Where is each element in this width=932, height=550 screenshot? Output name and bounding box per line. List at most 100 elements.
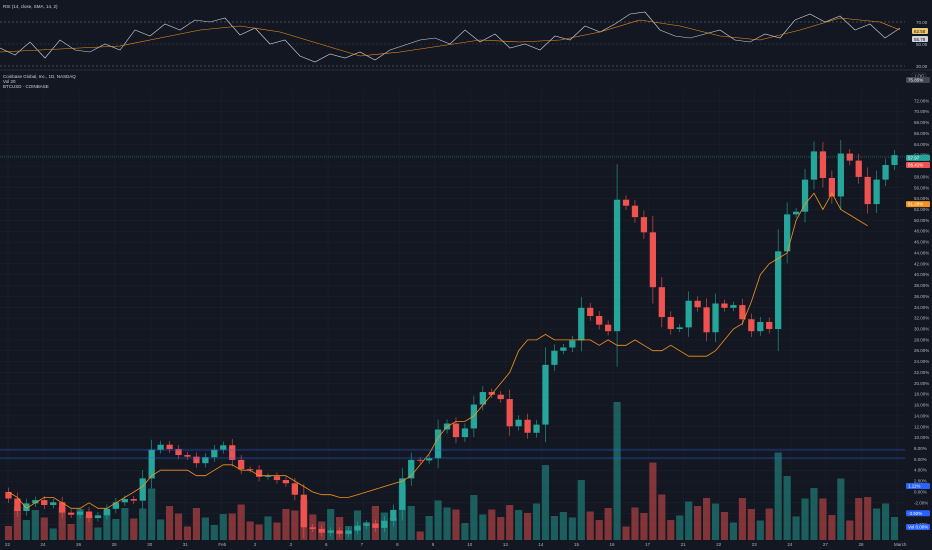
volume-bar bbox=[443, 507, 451, 540]
rsi-value-tag-1 bbox=[912, 28, 928, 34]
x-tick-label: 3 bbox=[289, 542, 292, 547]
candle-body bbox=[32, 500, 39, 504]
candle-body bbox=[712, 303, 719, 333]
candle-body bbox=[470, 404, 478, 429]
volume-bar bbox=[273, 522, 281, 540]
volume-bar bbox=[783, 476, 791, 540]
volume-bar bbox=[201, 517, 209, 540]
candle-body bbox=[667, 317, 674, 330]
volume-bar bbox=[515, 510, 523, 540]
volume-bar bbox=[810, 488, 818, 540]
y-tick-label: 22.00% bbox=[914, 370, 929, 375]
volume-bar bbox=[640, 513, 648, 540]
y-tick-label: 24.00% bbox=[914, 359, 929, 364]
y-tick-label: 34.00% bbox=[914, 305, 929, 310]
candle-body bbox=[801, 179, 809, 212]
x-tick-label: 27 bbox=[823, 542, 829, 547]
candle-body bbox=[506, 399, 513, 427]
volume-bar bbox=[658, 494, 666, 540]
main-legend-1: Coinbase Global, Inc., 1D, NASDAQ bbox=[3, 74, 76, 79]
volume-bar bbox=[4, 526, 13, 540]
candle-body bbox=[390, 509, 397, 521]
candle-body bbox=[130, 499, 137, 501]
price-tags: 75.85% 57.97 56.41% 51.28% 1.11% -3.92% Vol 0.… bbox=[906, 76, 930, 530]
candlesticks bbox=[5, 140, 898, 539]
y-tick-label: 26.00% bbox=[914, 348, 929, 353]
volume-bar bbox=[49, 528, 57, 540]
y-tick-label: 0.00% bbox=[914, 489, 927, 494]
candle-body bbox=[649, 232, 657, 288]
y-tick-label: 40.00% bbox=[914, 272, 929, 277]
candle-body bbox=[533, 424, 540, 433]
volume-bar bbox=[694, 506, 702, 540]
x-tick-label: 2 bbox=[254, 542, 257, 547]
volume-bar bbox=[407, 506, 415, 540]
candle-body bbox=[766, 321, 773, 330]
rsi-value-tag-1-text: 62.58 bbox=[914, 29, 926, 34]
volume-bar bbox=[264, 516, 272, 540]
btc-line bbox=[8, 192, 868, 509]
volume-bar bbox=[94, 527, 102, 540]
candle-body bbox=[157, 444, 164, 450]
volume-bar bbox=[282, 509, 290, 540]
candle-body bbox=[184, 455, 191, 457]
candle-body bbox=[810, 151, 818, 180]
x-tick-label: 22 bbox=[5, 542, 11, 547]
x-tick-label: 13 bbox=[503, 542, 509, 547]
volume-bar bbox=[327, 509, 335, 540]
volume-bar bbox=[595, 520, 603, 540]
candle-body bbox=[139, 478, 146, 501]
y-axis: 72.00%70.00%68.00%66.00%64.00%62.00%60.0… bbox=[914, 98, 929, 527]
volume-bar bbox=[452, 509, 460, 540]
x-tick-label: 28 bbox=[112, 542, 118, 547]
price-tag bbox=[906, 161, 930, 168]
candle-body bbox=[631, 205, 639, 218]
volume-bar bbox=[291, 510, 299, 540]
y-tick-label: 12.00% bbox=[914, 424, 929, 429]
candle-body bbox=[5, 491, 12, 499]
volume-bar bbox=[85, 515, 93, 540]
volume-bar bbox=[523, 513, 532, 540]
volume-bar bbox=[506, 505, 514, 540]
candle-body bbox=[613, 199, 621, 332]
volume-bar bbox=[819, 498, 827, 540]
volume-bar bbox=[22, 520, 30, 540]
volume-bar bbox=[541, 465, 550, 540]
price-tag bbox=[906, 201, 930, 208]
main-legend-2: Vol 20 bbox=[3, 79, 16, 84]
volume-bar bbox=[532, 503, 541, 540]
volume-bar bbox=[121, 508, 129, 540]
volume-bar bbox=[255, 524, 263, 540]
volume-bar bbox=[219, 514, 227, 540]
volume-bar bbox=[685, 501, 693, 540]
volume-tag bbox=[906, 524, 930, 530]
candle-body bbox=[282, 480, 290, 484]
x-tick-label: 9 bbox=[432, 542, 435, 547]
volume-bar bbox=[738, 498, 746, 540]
price-tag-text: 56.41% bbox=[908, 162, 923, 167]
candle-body bbox=[730, 305, 737, 308]
candle-body bbox=[291, 483, 299, 495]
volume-bar bbox=[667, 520, 675, 540]
y-tick-label: 54.00% bbox=[914, 196, 929, 201]
volume-bar bbox=[31, 510, 39, 540]
candle-body bbox=[273, 476, 281, 481]
x-tick-label: 10 bbox=[467, 542, 473, 547]
volume-bar bbox=[846, 520, 854, 540]
price-tag-text: 57.97 bbox=[908, 155, 920, 160]
rsi-value-tag-2 bbox=[912, 36, 928, 42]
candle-body bbox=[542, 364, 549, 425]
candle-body bbox=[828, 178, 836, 197]
candle-body bbox=[103, 508, 111, 516]
candle-body bbox=[551, 350, 558, 365]
volume-bar bbox=[622, 526, 630, 540]
volume-bar bbox=[720, 512, 729, 540]
y-tick-label: 44.00% bbox=[914, 250, 929, 255]
volume-bar bbox=[613, 402, 621, 540]
volume-bar bbox=[479, 514, 487, 540]
y-tick-label: 8.00% bbox=[914, 446, 927, 451]
candle-body bbox=[658, 287, 665, 318]
x-tick-label: 23 bbox=[752, 542, 758, 547]
volume-bar bbox=[461, 523, 469, 540]
rsi-value-tag-2-text: 55.78 bbox=[914, 37, 926, 42]
